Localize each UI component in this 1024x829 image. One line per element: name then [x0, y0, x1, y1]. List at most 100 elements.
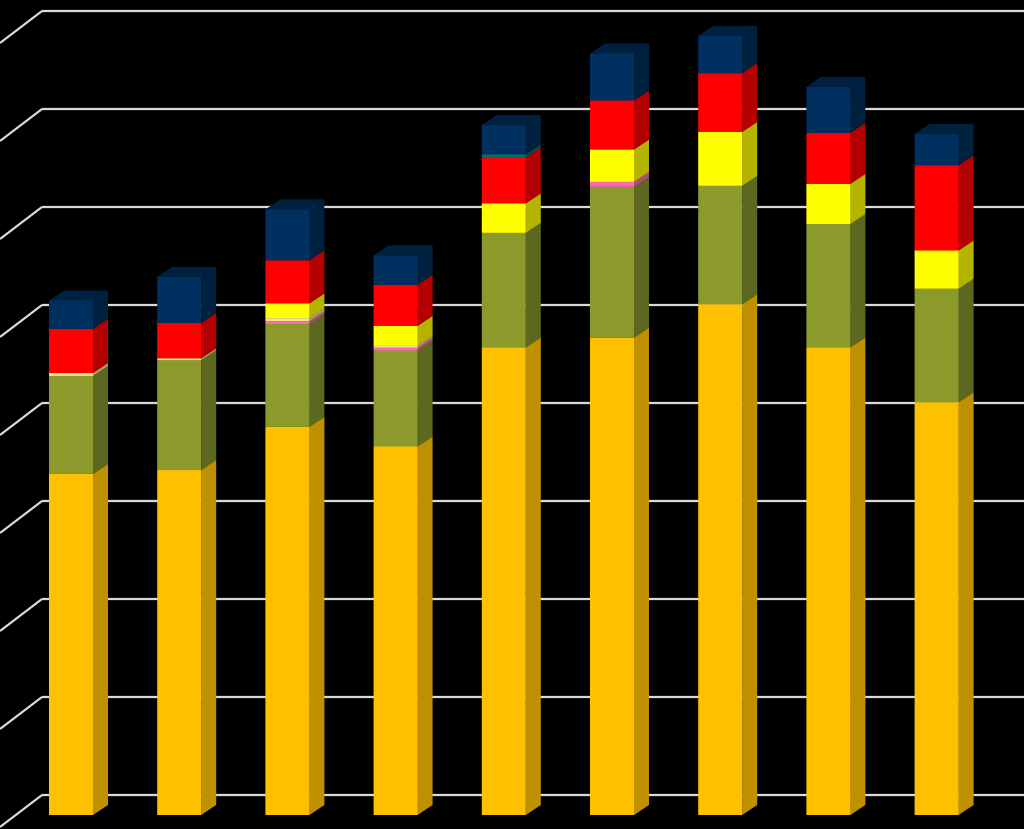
bar-top	[481, 115, 541, 126]
bar-segment-side	[742, 25, 758, 74]
bar-segment	[481, 154, 526, 158]
bar-segment	[373, 347, 418, 351]
bar-segment-side	[850, 76, 866, 133]
bar-segment	[914, 288, 959, 403]
bar-segment-side	[417, 274, 433, 326]
bar-segment	[481, 157, 526, 204]
bar-top	[373, 245, 433, 256]
bar-top	[698, 25, 758, 36]
bar-segment	[157, 358, 202, 361]
bar-segment	[373, 325, 418, 346]
bar-segment	[590, 181, 634, 187]
bar-segment	[49, 300, 93, 329]
gridline-depth	[0, 402, 43, 436]
bar-stack	[806, 76, 866, 815]
bar-top	[914, 123, 974, 134]
bar-segment-side	[417, 335, 433, 348]
bar-segment-side	[309, 293, 325, 319]
bar-segment	[698, 131, 743, 186]
bar-segment	[590, 186, 634, 338]
bar-segment-side	[417, 315, 433, 346]
bar-segment-side	[93, 463, 108, 815]
bar-segment	[373, 284, 418, 326]
bar-segment-side	[958, 392, 974, 815]
bar-stack	[698, 25, 758, 815]
bar-segment-side	[850, 173, 866, 225]
bar-segment-side	[309, 311, 325, 325]
bar-segment-side	[309, 199, 325, 261]
bar-segment-side	[525, 222, 541, 348]
bar-segment-side	[93, 290, 108, 329]
bar-segment-side	[417, 436, 433, 815]
bar-segment	[806, 183, 851, 225]
bar-segment	[590, 337, 634, 815]
bar-segment	[157, 470, 202, 815]
bar-segment-side	[201, 348, 217, 361]
gridline-depth	[0, 696, 43, 730]
bar-segment-side	[850, 122, 866, 184]
bar-stack	[157, 266, 217, 815]
bar-segment	[481, 347, 526, 815]
gridline-depth	[0, 794, 43, 828]
bar-segment-side	[93, 318, 108, 374]
gridline-depth	[0, 598, 43, 632]
bar-segment-side	[417, 337, 433, 351]
bar-segment-side	[309, 250, 325, 304]
bar-segment	[698, 304, 743, 815]
bar-segment	[806, 132, 851, 184]
bar-top	[265, 199, 325, 210]
bar-segment	[265, 318, 310, 322]
gridline-depth	[0, 500, 43, 534]
bar-segment	[265, 260, 310, 304]
bar-segment-side	[634, 139, 649, 182]
bar-segment	[373, 446, 418, 815]
bar-segment-side	[93, 363, 108, 376]
gridline-depth	[0, 206, 43, 240]
gridline-depth	[0, 108, 43, 142]
bar-segment-side	[201, 266, 217, 324]
bar-segment-side	[634, 90, 649, 150]
bar-segment	[914, 402, 959, 815]
bar-segment-side	[742, 294, 758, 815]
bar-segment	[698, 35, 743, 74]
bar-segment-side	[634, 171, 649, 187]
bar-segment	[698, 185, 743, 305]
bar-segment	[914, 165, 959, 251]
bar-segment	[157, 323, 202, 359]
bar-segment	[49, 373, 93, 376]
bar-segment-side	[634, 327, 649, 815]
bar-segment-side	[417, 245, 433, 285]
bar-segment	[373, 255, 418, 285]
bar-segment-side	[742, 175, 758, 305]
bar-segment-side	[309, 314, 325, 427]
bar-segment-side	[525, 144, 541, 158]
bar-segment	[481, 125, 526, 155]
bar-segment	[914, 133, 959, 166]
bars	[49, 25, 974, 815]
bar-segment	[49, 473, 93, 815]
bar-segment	[373, 345, 418, 348]
bar-segment-side	[850, 337, 866, 815]
bar-segment-side	[525, 337, 541, 815]
bar-segment-side	[634, 176, 649, 338]
bar-segment	[49, 328, 93, 374]
bar-segment-side	[309, 308, 325, 322]
bar-segment-side	[201, 313, 217, 359]
bar-stack	[914, 123, 974, 815]
bar-segment-side	[309, 416, 325, 815]
bar-segment-side	[201, 350, 217, 471]
bar-top	[806, 76, 866, 87]
bar-stack	[373, 245, 433, 815]
bar-stack	[49, 290, 108, 815]
bar-segment-side	[417, 340, 433, 447]
bar-top	[49, 290, 108, 301]
bar-top	[590, 43, 649, 54]
bar-segment	[806, 86, 851, 133]
bar-segment	[590, 53, 634, 101]
bar-segment	[806, 224, 851, 348]
bar-segment	[265, 426, 310, 815]
bar-segment	[265, 321, 310, 325]
bar-segment-side	[634, 43, 649, 101]
